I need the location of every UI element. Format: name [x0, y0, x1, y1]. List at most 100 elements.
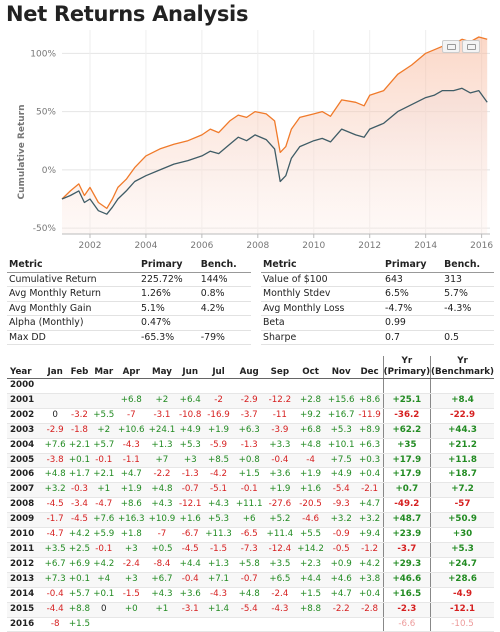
monthly-return-cell [264, 378, 296, 394]
monthly-return-cell: -3.1 [177, 602, 204, 618]
monthly-return-cell: +3 [177, 453, 204, 469]
monthly-return-cell: +5.3 [203, 512, 234, 529]
metric-bench: 4.2% [198, 301, 251, 316]
monthly-return-cell: -5.4 [325, 482, 357, 499]
monthly-return-cell: -2.4 [115, 557, 147, 573]
monthly-return-cell: -6.5 [233, 527, 265, 543]
monthly-return-cell: +1.4 [203, 602, 234, 618]
col-header: Aug [233, 356, 265, 379]
monthly-return-cell: +1 [91, 482, 116, 499]
monthly-return-cell: -0.4 [264, 453, 296, 469]
col-header: Jun [177, 356, 204, 379]
monthly-return-cell: +3.6 [264, 467, 296, 484]
monthly-return-cell: 0 [91, 602, 116, 618]
table-row: 2003 -2.9 -1.8 +2 +10.6 +24.1 +4.9 +1.9 +6.3 -3.9… [7, 423, 494, 439]
monthly-return-cell: -7 [115, 408, 147, 424]
monthly-return-cell: +3.2 [325, 512, 357, 529]
monthly-return-cell: +5.8 [233, 557, 265, 573]
table-row: 2007 +3.2 -0.3 +1 +1.9 +4.8 -0.7 -5.1 -0.1 +1.9 +1… [7, 482, 494, 499]
metric-bench [442, 315, 494, 331]
table-row: 2002 0 -3.2 +5.5 -7 -3.1 -10.8 -16.9 -3.7 -11 +9.2… [7, 408, 494, 424]
monthly-return-cell: +3.8 [356, 572, 384, 588]
monthly-return-cell [233, 378, 265, 394]
monthly-return-cell: +6.9 [67, 557, 92, 573]
monthly-return-cell: -3.4 [67, 497, 92, 514]
year-cell: 2014 [7, 587, 43, 603]
monthly-return-cell: +5.9 [91, 527, 116, 543]
monthly-return-cell: -0.4 [43, 587, 68, 603]
monthly-return-cell: -7.3 [233, 542, 265, 558]
yearly-return-cell: +30 [430, 527, 494, 543]
monthly-return-cell [91, 378, 116, 394]
table-row: 2004 +7.6 +2.1 +5.7 -4.3 +1.3 +5.3 -5.9 -1.3 +3.3… [7, 438, 494, 454]
metric-primary: 5.1% [139, 301, 199, 316]
monthly-return-cell [177, 378, 204, 394]
metric-name: Avg Monthly Gain [7, 301, 139, 316]
col-header: Yr (Benchmark) [430, 356, 494, 379]
table-row: 2001 +6.8 +2 +6.4 -2 -2.9 -12.2 +2.8 +15.6 +8.6 +2… [7, 393, 494, 409]
monthly-return-cell: -1.8 [67, 423, 92, 439]
monthly-return-cell [91, 393, 116, 409]
y-tick-label: 50% [36, 108, 56, 118]
monthly-return-cell [295, 378, 326, 394]
monthly-return-cell: +6.3 [356, 438, 384, 454]
monthly-return-cell: -5.4 [233, 602, 265, 618]
yearly-return-cell: +29.3 [382, 557, 431, 573]
monthly-return-cell: -0.7 [233, 572, 265, 588]
x-tick-label: 2004 [134, 241, 157, 251]
monthly-return-cell: -3.7 [233, 408, 265, 424]
year-cell: 2002 [7, 408, 43, 424]
monthly-return-cell: +4.7 [356, 497, 384, 514]
yearly-return-cell: +21.2 [430, 438, 494, 454]
col-header: May [146, 356, 178, 379]
yearly-return-cell: +0.7 [382, 482, 431, 499]
monthly-return-cell: +0.1 [67, 572, 92, 588]
monthly-return-cell: +5.5 [295, 527, 326, 543]
monthly-return-cell: -1.1 [115, 453, 147, 469]
x-tick-label: 2002 [79, 241, 102, 251]
monthly-return-cell: +6.8 [295, 423, 326, 439]
yearly-return-cell: +17.9 [382, 467, 431, 484]
yearly-return-cell: +35 [382, 438, 431, 454]
yearly-return-cell [430, 378, 494, 394]
monthly-return-cell: +0.3 [356, 453, 384, 469]
monthly-return-cell: +8.8 [295, 602, 326, 618]
monthly-return-cell: -1.3 [233, 438, 265, 454]
monthly-return-cell: +6.8 [115, 393, 147, 409]
metric-bench [198, 315, 251, 331]
table-row: 2009 -1.7 -4.5 +7.6 +16.3 +10.9 +1.6 +5.3 +6 +5.2… [7, 512, 494, 529]
monthly-return-cell: -4.5 [43, 497, 68, 514]
metric-name: Monthly Stdev [261, 286, 383, 302]
metric-name: Alpha (Monthly) [7, 315, 139, 331]
monthly-return-cell: +14.2 [295, 542, 326, 558]
monthly-return-cell: +24.1 [146, 423, 178, 439]
monthly-return-cell: +0.9 [325, 557, 357, 573]
monthly-return-cell: +4.3 [203, 497, 234, 514]
monthly-return-cell: -2.9 [233, 393, 265, 409]
year-cell: 2013 [7, 572, 43, 588]
monthly-return-cell: +1.9 [203, 423, 234, 439]
table-row: 2012 +6.7 +6.9 +4.2 -2.4 -8.4 +4.4 +1.3 +5.8 +3.5… [7, 557, 494, 573]
monthly-return-cell: -4.7 [91, 497, 116, 514]
print-icon[interactable] [442, 40, 460, 53]
yearly-return-cell: -6.6 [382, 617, 431, 632]
monthly-return-cell: -1.5 [115, 587, 147, 603]
monthly-return-cell: +4.6 [325, 572, 357, 588]
metric-row: Cumulative Return 225.72% 144% [7, 272, 251, 287]
monthly-return-cell: +5.7 [67, 587, 92, 603]
monthly-return-cell: +6.3 [233, 423, 265, 439]
monthly-return-cell: +1.9 [115, 482, 147, 499]
monthly-return-cell: -4.3 [115, 438, 147, 454]
monthly-return-cell: +9.2 [295, 408, 326, 424]
monthly-return-cell: +11.3 [203, 527, 234, 543]
metric-primary: -65.3% [139, 330, 199, 345]
monthly-return-cell: -2 [203, 393, 234, 409]
page-title: Net Returns Analysis [6, 2, 249, 26]
metric-row: Avg Monthly Gain 5.1% 4.2% [7, 301, 251, 316]
export-icon[interactable] [462, 40, 480, 53]
monthly-return-cell: -1.5 [203, 542, 234, 558]
monthly-return-cell: -1.2 [356, 542, 384, 558]
metric-name: Avg Monthly Loss [261, 301, 383, 316]
monthly-return-cell: +0 [115, 602, 147, 618]
monthly-return-cell: -3.8 [43, 453, 68, 469]
